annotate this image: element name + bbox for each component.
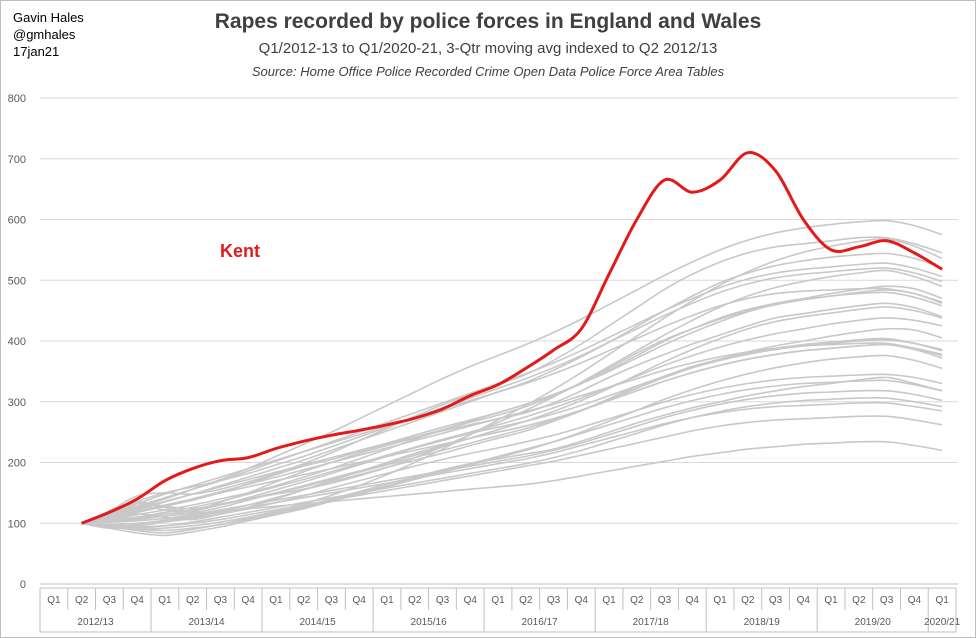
x-axis: Q1 Q2 Q3 Q4 Q1 Q2 Q3 Q4 Q1 Q2 Q3 Q4 Q1 Q2 Q3 Q4 Q1 Q2 Q3 Q4… xyxy=(39,587,961,633)
series-line xyxy=(81,415,943,528)
x-tick-label: Q1 xyxy=(713,595,727,606)
x-tick-label: Q4 xyxy=(130,595,144,606)
x-tick-label: Q3 xyxy=(880,595,894,606)
x-tick-label: Q3 xyxy=(658,595,672,606)
series-line xyxy=(81,269,943,525)
series-line xyxy=(81,236,943,525)
y-tick-label: 700 xyxy=(8,154,26,166)
fiscal-year-label: 2014/15 xyxy=(299,617,336,628)
highlight-series: Kent xyxy=(81,151,943,525)
x-tick-label: Q3 xyxy=(214,595,228,606)
fiscal-year-label: 2016/17 xyxy=(522,617,559,628)
x-tick-label: Q4 xyxy=(686,595,700,606)
chart-source: Source: Home Office Police Recorded Crim… xyxy=(251,64,725,79)
series-line xyxy=(81,262,943,525)
x-tick-label: Q1 xyxy=(491,595,505,606)
x-tick-label: Q3 xyxy=(325,595,339,606)
series-line xyxy=(81,354,943,537)
chart-title: Rapes recorded by police forces in Engla… xyxy=(214,10,762,33)
x-tick-label: Q3 xyxy=(547,595,561,606)
series-line xyxy=(81,287,943,525)
series-line xyxy=(81,343,943,525)
y-tick-label: 300 xyxy=(8,397,26,409)
x-tick-label: Q4 xyxy=(575,595,589,606)
series-line xyxy=(81,219,943,525)
y-axis: 0 100 200 300 400 500 600 700 800 xyxy=(8,93,26,591)
series-line xyxy=(81,306,943,525)
author-date: 17jan21 xyxy=(13,44,60,59)
fiscal-year-label: 2019/20 xyxy=(855,617,892,628)
fiscal-year-label: 2017/18 xyxy=(633,617,670,628)
kent-series-line xyxy=(81,151,943,525)
x-tick-label: Q2 xyxy=(519,595,533,606)
series-line xyxy=(81,317,943,525)
author-block: Gavin Hales @gmhales 17jan21 xyxy=(13,9,84,60)
series-line xyxy=(81,440,943,525)
y-tick-label: 500 xyxy=(8,275,26,287)
x-tick-label: Q1 xyxy=(269,595,283,606)
x-tick-label: Q3 xyxy=(769,595,783,606)
x-tick-label: Q4 xyxy=(242,595,256,606)
kent-series-label: Kent xyxy=(220,241,260,261)
x-tick-label: Q2 xyxy=(408,595,422,606)
series-line xyxy=(81,379,943,532)
x-tick-label: Q2 xyxy=(186,595,200,606)
author-handle: @gmhales xyxy=(13,27,76,42)
y-tick-label: 100 xyxy=(8,518,26,530)
series-line xyxy=(81,342,943,525)
series-line xyxy=(81,291,943,525)
fiscal-year-label: 2013/14 xyxy=(188,617,225,628)
y-tick-label: 200 xyxy=(8,458,26,470)
y-tick-label: 0 xyxy=(20,579,26,591)
series-line xyxy=(81,396,943,529)
fiscal-year-label: 2015/16 xyxy=(411,617,448,628)
series-line xyxy=(81,337,943,525)
y-tick-label: 400 xyxy=(8,336,26,348)
x-tick-label: Q2 xyxy=(75,595,89,606)
x-tick-label: Q4 xyxy=(353,595,367,606)
x-tick-label: Q2 xyxy=(852,595,866,606)
chart-subtitle: Q1/2012-13 to Q1/2020-21, 3-Qtr moving a… xyxy=(258,40,718,57)
author-name: Gavin Hales xyxy=(13,10,84,25)
series-line xyxy=(81,237,943,531)
series-line xyxy=(81,401,943,526)
x-tick-label: Q2 xyxy=(630,595,644,606)
x-tick-label: Q3 xyxy=(436,595,450,606)
x-tick-label: Q1 xyxy=(602,595,616,606)
fiscal-year-label: 2018/19 xyxy=(744,617,781,628)
x-tick-label: Q4 xyxy=(908,595,922,606)
x-tick-label: Q2 xyxy=(741,595,755,606)
x-tick-label: Q2 xyxy=(297,595,311,606)
y-tick-label: 800 xyxy=(8,93,26,105)
fiscal-year-label: 2012/13 xyxy=(77,617,114,628)
x-tick-label: Q1 xyxy=(935,595,949,606)
background-series xyxy=(81,219,943,537)
x-tick-label: Q1 xyxy=(47,595,61,606)
y-tick-label: 600 xyxy=(8,215,26,227)
x-tick-label: Q3 xyxy=(103,595,117,606)
x-tick-label: Q1 xyxy=(380,595,394,606)
x-tick-label: Q1 xyxy=(158,595,172,606)
x-tick-label: Q4 xyxy=(797,595,811,606)
series-line xyxy=(81,389,943,525)
fiscal-year-label: 2020/21 xyxy=(924,617,961,628)
x-tick-label: Q1 xyxy=(824,595,838,606)
x-tick-label: Q4 xyxy=(464,595,478,606)
